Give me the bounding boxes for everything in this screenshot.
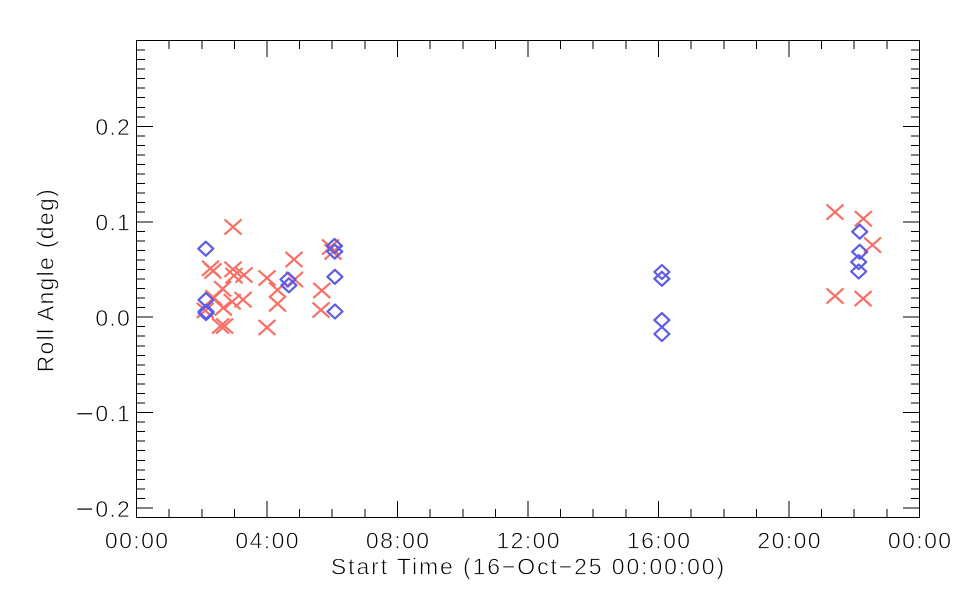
svg-text:20:00: 20:00 bbox=[757, 528, 822, 554]
svg-text:0.1: 0.1 bbox=[95, 400, 131, 426]
svg-text:12:00: 12:00 bbox=[496, 528, 561, 554]
svg-text:08:00: 08:00 bbox=[366, 528, 431, 554]
svg-text:0.0: 0.0 bbox=[95, 305, 131, 331]
svg-text:0.2: 0.2 bbox=[95, 496, 131, 522]
svg-text:Roll Angle (deg): Roll Angle (deg) bbox=[33, 188, 59, 372]
svg-text:0.1: 0.1 bbox=[95, 210, 131, 236]
svg-text:00:00: 00:00 bbox=[105, 528, 170, 554]
svg-text:Start Time (16−Oct−25 00:00:00: Start Time (16−Oct−25 00:00:00) bbox=[331, 554, 726, 580]
svg-text:00:00: 00:00 bbox=[888, 528, 953, 554]
svg-text:04:00: 04:00 bbox=[235, 528, 300, 554]
svg-text:0.2: 0.2 bbox=[95, 114, 131, 140]
svg-text:16:00: 16:00 bbox=[627, 528, 692, 554]
